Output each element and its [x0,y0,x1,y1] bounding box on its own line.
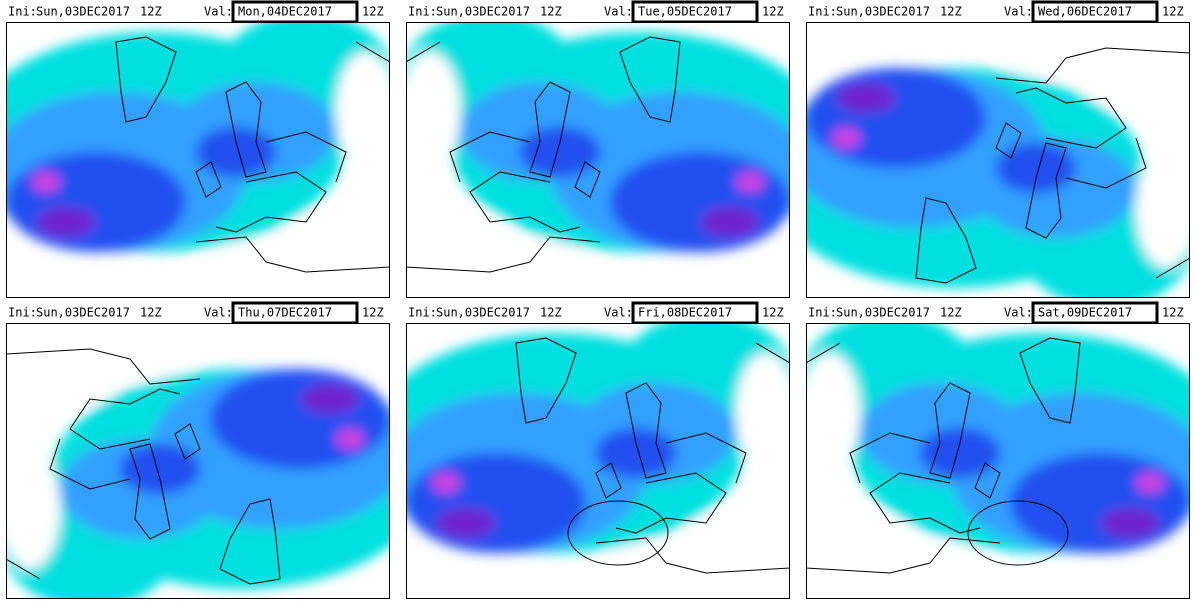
highlight-circle [567,500,669,566]
val-label: Val: [204,5,233,19]
ini-hour: 12Z [140,306,162,320]
ini-label: Ini: [408,5,437,19]
map-layer [400,12,830,302]
ini-date: Sun,03DEC2017 [836,5,930,19]
val-hour: 12Z [762,306,784,320]
map-layer [0,12,396,302]
ini-label: Ini: [808,5,837,19]
weather-map [366,313,796,602]
weather-map [766,18,1194,308]
map-field [0,319,430,602]
ini-hour: 12Z [940,306,962,320]
forecast-panel: Ini: Sun,03DEC2017 12Z Val: Tue,05DEC2017 12Z [400,0,830,302]
forecast-panel: Ini: Sun,03DEC2017 12Z Val: Thu,07DEC2017 12Z [0,301,430,602]
weather-map [0,12,396,302]
weather-map [0,319,430,602]
val-date: Sat,09DEC2017 [1038,306,1132,320]
val-hour: 12Z [1162,5,1184,19]
val-date: Wed,06DEC2017 [1038,5,1132,19]
ini-label: Ini: [8,306,37,320]
val-label: Val: [204,306,233,320]
val-label: Val: [1004,306,1033,320]
val-label: Val: [604,5,633,19]
map-layer [766,18,1194,308]
ini-hour: 12Z [140,5,162,19]
ini-date: Sun,03DEC2017 [436,5,530,19]
map-field [766,18,1194,308]
map-field [366,313,796,602]
val-label: Val: [1004,5,1033,19]
weather-map [800,313,1194,602]
ini-date: Sun,03DEC2017 [36,306,130,320]
map-layer [366,313,796,602]
ini-date: Sun,03DEC2017 [436,306,530,320]
highlight-circle [967,500,1069,566]
ini-hour: 12Z [540,5,562,19]
val-hour: 12Z [1162,306,1184,320]
val-hour: 12Z [362,5,384,19]
ini-label: Ini: [408,306,437,320]
val-date: Mon,04DEC2017 [238,5,332,19]
val-hour: 12Z [362,306,384,320]
ini-hour: 12Z [940,5,962,19]
val-date: Thu,07DEC2017 [238,306,332,320]
forecast-panel: Ini: Sun,03DEC2017 12Z Val: Mon,04DEC2017 12Z [0,0,396,302]
ini-label: Ini: [808,306,837,320]
map-layer [800,313,1194,602]
val-hour: 12Z [762,5,784,19]
forecast-panel: Ini: Sun,03DEC2017 12Z Val: Fri,08DEC2017 12Z [366,301,796,602]
val-label: Val: [604,306,633,320]
ini-label: Ini: [8,5,37,19]
ini-hour: 12Z [540,306,562,320]
weather-map [400,12,830,302]
ini-date: Sun,03DEC2017 [36,5,130,19]
map-field [0,12,396,302]
map-layer [0,319,430,602]
map-field [800,313,1194,602]
val-date: Tue,05DEC2017 [638,5,732,19]
forecast-panel: Ini: Sun,03DEC2017 12Z Val: Wed,06DEC2017 12Z [766,0,1194,308]
forecast-panel: Ini: Sun,03DEC2017 12Z Val: Sat,09DEC2017 12Z [800,301,1194,602]
map-field [400,12,830,302]
val-date: Fri,08DEC2017 [638,306,732,320]
ini-date: Sun,03DEC2017 [836,306,930,320]
